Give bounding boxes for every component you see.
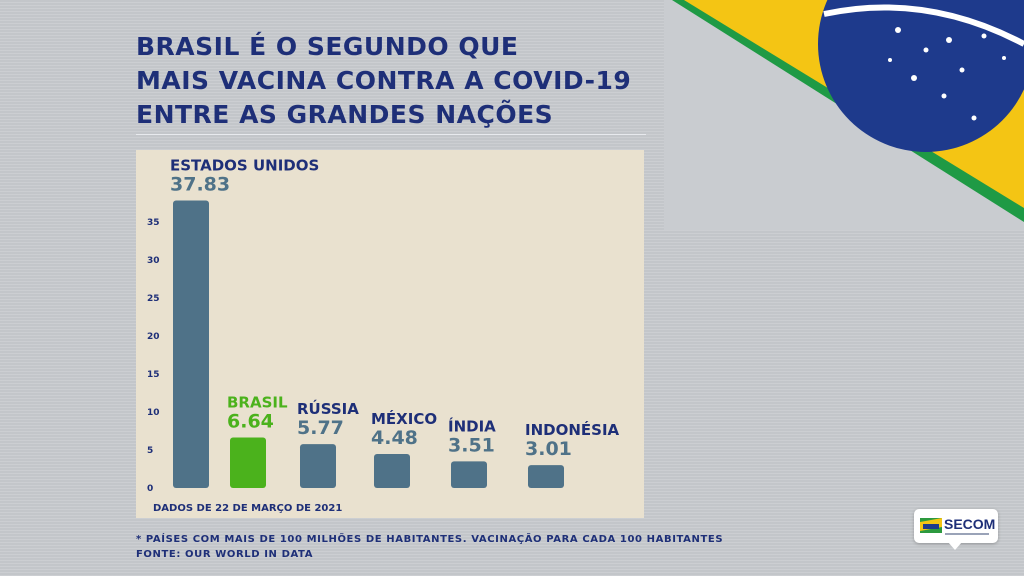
data-label: 5.77 (297, 417, 344, 439)
category-label: ESTADOS UNIDOS (170, 156, 319, 174)
data-label: 6.64 (227, 411, 274, 433)
title-line-1: BRASIL É O SEGUNDO QUE (136, 32, 519, 61)
bar (528, 465, 564, 488)
y-tick-label: 25 (147, 294, 160, 304)
bar (173, 200, 209, 488)
bar (300, 444, 336, 488)
bar (374, 453, 410, 488)
y-tick-label: 10 (147, 408, 160, 418)
y-tick-label: 15 (147, 370, 160, 380)
brazil-flag-decoration (664, 0, 1024, 230)
secom-logo-icon (920, 518, 942, 533)
secom-logo: SECOM (914, 509, 998, 550)
category-label: MÉXICO (371, 409, 437, 428)
secom-logo-subline (945, 533, 989, 535)
y-tick-label: 30 (147, 256, 160, 266)
title-divider (136, 134, 646, 135)
secom-logo-text: SECOM (944, 516, 996, 532)
page-title: BRASIL É O SEGUNDO QUE MAIS VACINA CONTR… (136, 30, 656, 132)
footnotes: * PAÍSES COM MAIS DE 100 MILHÕES DE HABI… (136, 532, 723, 562)
y-tick-label: 35 (147, 218, 160, 228)
data-label: 37.83 (170, 173, 230, 195)
data-label: 4.48 (371, 427, 418, 449)
footnote-note: * PAÍSES COM MAIS DE 100 MILHÕES DE HABI… (136, 534, 724, 545)
y-tick-label: 0 (147, 484, 153, 494)
title-line-3: ENTRE AS GRANDES NAÇÕES (136, 100, 554, 129)
data-label: 3.51 (448, 434, 495, 456)
footnote-source: FONTE: OUR WORLD IN DATA (136, 549, 314, 560)
title-line-2: MAIS VACINA CONTRA A COVID-19 (136, 66, 632, 95)
category-label: INDONÉSIA (525, 420, 620, 439)
bar (451, 461, 487, 488)
y-tick-label: 5 (147, 446, 153, 456)
bar (230, 437, 266, 488)
category-label: ÍNDIA (448, 416, 496, 435)
chart-panel: 0 5 10 15 20 25 30 35 ESTADOS UNIDOS 37.83 BRASIL 6… (136, 150, 644, 518)
category-label: RÚSSIA (297, 399, 359, 418)
y-tick-label: 20 (147, 332, 160, 342)
category-label: BRASIL (227, 394, 288, 412)
chart-annotation: DADOS DE 22 DE MARÇO DE 2021 (153, 503, 342, 514)
data-label: 3.01 (525, 438, 572, 460)
